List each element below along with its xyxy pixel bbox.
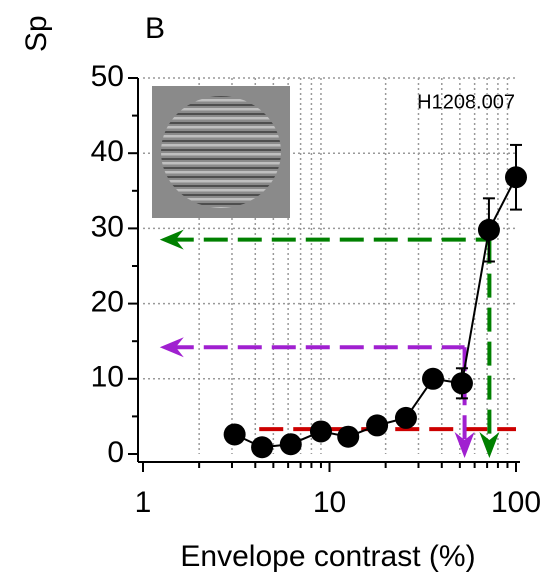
y-axis-label: Sp	[20, 15, 53, 52]
data-point	[451, 372, 473, 394]
x-tick-label: 100	[491, 486, 541, 519]
y-tick-label: 0	[107, 436, 124, 469]
data-point	[310, 420, 332, 442]
data-point	[280, 433, 302, 455]
data-point	[337, 426, 359, 448]
data-point	[478, 219, 500, 241]
y-tick-label: 50	[91, 60, 124, 93]
cell-id: H1208.007	[417, 91, 515, 113]
arrowhead	[479, 432, 499, 458]
x-axis-label: Envelope contrast (%)	[180, 540, 475, 573]
y-tick-label: 10	[91, 361, 124, 394]
y-tick-label: 40	[91, 135, 124, 168]
data-point	[422, 368, 444, 390]
chart: B Sp Envelope contrast (%) H1208.007 0 10…	[0, 0, 556, 586]
data-point	[395, 407, 417, 429]
x-tick-label: 10	[313, 486, 346, 519]
data-point	[224, 423, 246, 445]
y-tick-label: 30	[91, 210, 124, 243]
data-point	[505, 166, 527, 188]
panel-label: B	[145, 12, 165, 45]
y-tick-label: 20	[91, 286, 124, 319]
stimulus-inset	[152, 86, 290, 218]
data-point	[366, 414, 388, 436]
x-tick-label: 1	[135, 486, 152, 519]
data-point	[251, 436, 273, 458]
